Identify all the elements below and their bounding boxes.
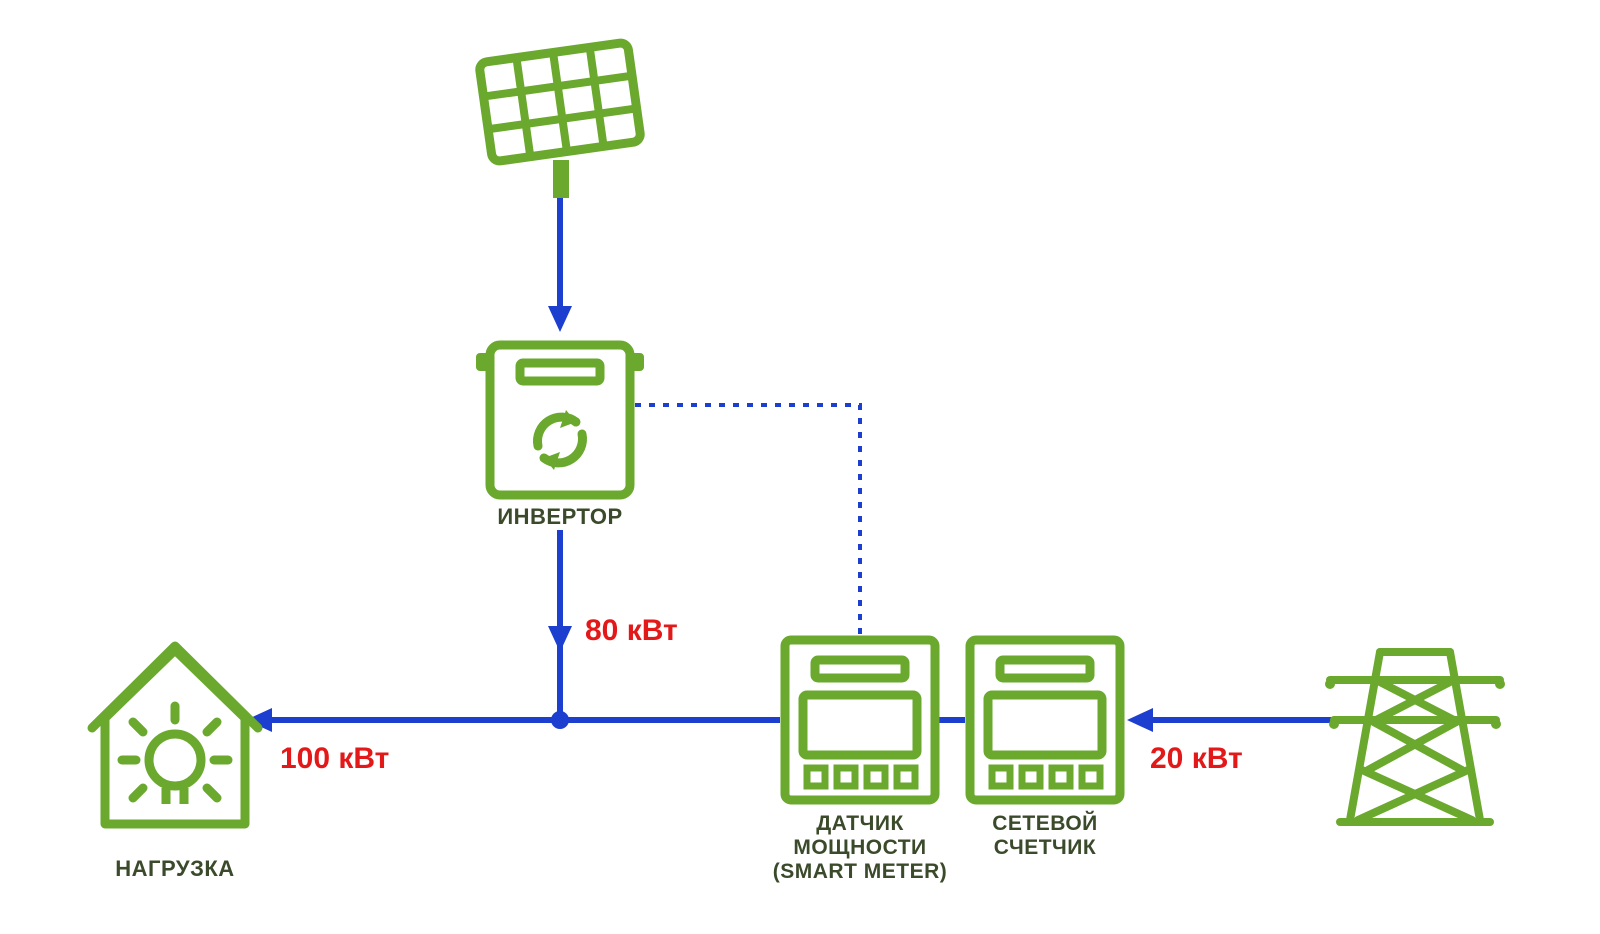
tower-icon: [1325, 652, 1505, 822]
line-dashed-comm: [635, 405, 860, 634]
smart-meter-label: ДАТЧИК МОЩНОСТИ (SMART METER): [745, 812, 975, 884]
smart-meter-l2: МОЩНОСТИ: [793, 836, 926, 859]
power-load: 100 кВт: [280, 742, 389, 776]
diagram-svg: [0, 0, 1600, 934]
inverter-label: ИНВЕРТОР: [470, 504, 650, 530]
power-grid: 20 кВт: [1150, 742, 1243, 776]
solar-panel-icon: [479, 42, 641, 198]
smart-meter-icon: [785, 640, 935, 800]
grid-meter-l2: СЧЕТЧИК: [994, 836, 1096, 859]
line-inverter-to-bus: [548, 530, 572, 720]
grid-meter-icon: [970, 640, 1120, 800]
line-solar-to-inverter: [548, 195, 572, 332]
load-label: НАГРУЗКА: [85, 856, 265, 882]
power-inverter: 80 кВт: [585, 614, 678, 648]
grid-meter-label: СЕТЕВОЙ СЧЕТЧИК: [950, 812, 1140, 860]
line-tower-to-gridmeter: [1127, 708, 1335, 732]
solar-diagram: ИНВЕРТОР НАГРУЗКА ДАТЧИК МОЩНОСТИ (SMART…: [0, 0, 1600, 934]
smart-meter-l3: (SMART METER): [773, 860, 947, 883]
grid-meter-l1: СЕТЕВОЙ: [992, 812, 1098, 835]
inverter-icon: [476, 345, 644, 495]
load-icon: [92, 646, 258, 824]
line-bus-to-load: [246, 708, 560, 732]
smart-meter-l1: ДАТЧИК: [816, 812, 904, 835]
